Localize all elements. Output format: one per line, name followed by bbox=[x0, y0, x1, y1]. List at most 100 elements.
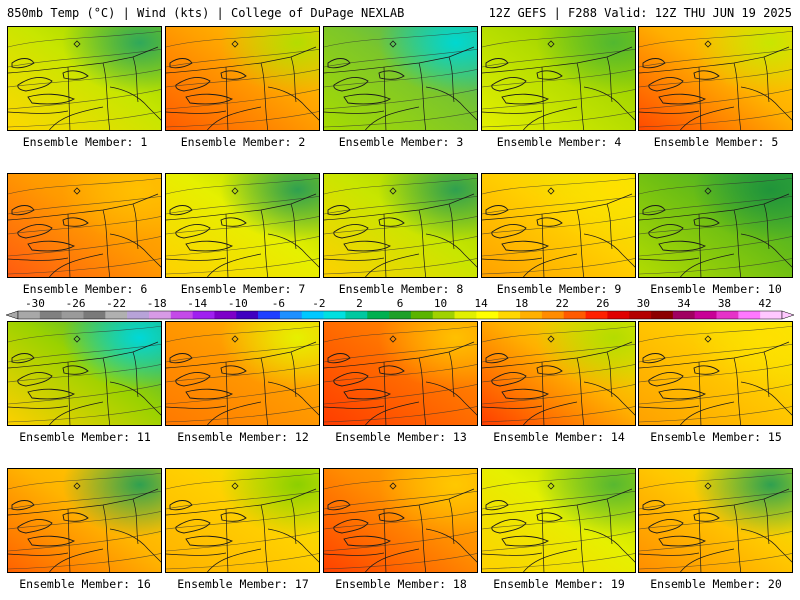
ensemble-member-label: Ensemble Member: 10 bbox=[650, 282, 782, 296]
temperature-map-4 bbox=[482, 27, 635, 130]
colorbar-swatch bbox=[323, 311, 346, 319]
temperature-map-19 bbox=[482, 469, 635, 572]
colorbar-swatch bbox=[541, 311, 565, 319]
ensemble-member-label: Ensemble Member: 2 bbox=[180, 135, 306, 149]
colorbar-tick-label: 38 bbox=[717, 297, 732, 310]
ensemble-member-label: Ensemble Member: 12 bbox=[177, 430, 309, 444]
colorbar-swatch bbox=[258, 311, 281, 319]
colorbar-tick-label: 10 bbox=[433, 297, 448, 310]
colorbar-right-arrow bbox=[781, 310, 795, 320]
colorbar-tick-label: 2 bbox=[356, 297, 363, 310]
colorbar-swatch bbox=[629, 311, 652, 319]
colorbar-swatch bbox=[279, 311, 303, 319]
colorbar-swatch bbox=[498, 311, 521, 319]
ensemble-panel-6 bbox=[7, 173, 162, 278]
ensemble-panel-19 bbox=[481, 468, 636, 573]
ensemble-member-label: Ensemble Member: 16 bbox=[19, 577, 151, 591]
colorbar-swatch bbox=[651, 311, 674, 319]
colorbar-swatch bbox=[105, 311, 128, 319]
colorbar-swatch bbox=[367, 311, 390, 319]
ensemble-panel-5 bbox=[638, 26, 793, 131]
valid-time: 12Z GEFS | F288 Valid: 12Z THU JUN 19 20… bbox=[488, 6, 792, 20]
ensemble-member-label: Ensemble Member: 15 bbox=[650, 430, 782, 444]
ensemble-panel-20 bbox=[638, 468, 793, 573]
ensemble-member-label: Ensemble Member: 19 bbox=[493, 577, 625, 591]
ensemble-panel-3 bbox=[323, 26, 478, 131]
temperature-map-16 bbox=[8, 469, 161, 572]
colorbar-tick-label: -22 bbox=[106, 297, 127, 310]
ensemble-panel-1 bbox=[7, 26, 162, 131]
temperature-map-20 bbox=[639, 469, 792, 572]
colorbar-swatch bbox=[236, 311, 259, 319]
colorbar-tick-label: 6 bbox=[396, 297, 404, 310]
temperature-map-2 bbox=[166, 27, 319, 130]
colorbar-swatch bbox=[432, 311, 455, 319]
ensemble-panel-7 bbox=[165, 173, 320, 278]
ensemble-panel-11 bbox=[7, 321, 162, 426]
ensemble-member-label: Ensemble Member: 8 bbox=[338, 282, 464, 296]
ensemble-member-label: Ensemble Member: 4 bbox=[496, 135, 622, 149]
chart-title: 850mb Temp (°C) | Wind (kts) | College o… bbox=[7, 6, 405, 20]
temperature-map-8 bbox=[324, 174, 477, 277]
colorbar-swatch bbox=[563, 311, 586, 319]
ensemble-member-label: Ensemble Member: 5 bbox=[653, 135, 779, 149]
colorbar-swatch bbox=[607, 311, 630, 319]
temperature-map-1 bbox=[8, 27, 161, 130]
colorbar-swatch bbox=[672, 311, 695, 319]
colorbar-swatch bbox=[214, 311, 237, 319]
colorbar-swatch bbox=[39, 311, 62, 319]
ensemble-panel-16 bbox=[7, 468, 162, 573]
temperature-map-18 bbox=[324, 469, 477, 572]
colorbar-tick-label: 42 bbox=[758, 297, 772, 310]
colorbar-tick-label: -26 bbox=[65, 297, 86, 310]
temperature-map-3 bbox=[324, 27, 477, 130]
colorbar-tick-label: 30 bbox=[636, 297, 650, 310]
ensemble-member-label: Ensemble Member: 11 bbox=[19, 430, 151, 444]
temperature-colorbar bbox=[5, 310, 795, 320]
colorbar-swatch bbox=[410, 311, 434, 319]
colorbar-swatch bbox=[520, 311, 543, 319]
colorbar-swatch bbox=[192, 311, 215, 319]
ensemble-member-label: Ensemble Member: 3 bbox=[338, 135, 464, 149]
temperature-map-6 bbox=[8, 174, 161, 277]
colorbar-swatch bbox=[61, 311, 84, 319]
ensemble-member-label: Ensemble Member: 6 bbox=[22, 282, 148, 296]
ensemble-member-label: Ensemble Member: 7 bbox=[180, 282, 306, 296]
colorbar-swatch bbox=[476, 311, 499, 319]
ensemble-panel-17 bbox=[165, 468, 320, 573]
colorbar-tick-label: -6 bbox=[271, 297, 285, 310]
colorbar-swatch bbox=[716, 311, 739, 319]
ensemble-panel-8 bbox=[323, 173, 478, 278]
temperature-map-10 bbox=[639, 174, 792, 277]
temperature-map-5 bbox=[639, 27, 792, 130]
ensemble-member-label: Ensemble Member: 13 bbox=[335, 430, 467, 444]
temperature-map-13 bbox=[324, 322, 477, 425]
ensemble-member-label: Ensemble Member: 1 bbox=[22, 135, 148, 149]
colorbar-swatch bbox=[345, 311, 368, 319]
ensemble-panel-2 bbox=[165, 26, 320, 131]
ensemble-panel-10 bbox=[638, 173, 793, 278]
colorbar-swatch bbox=[18, 311, 41, 319]
temperature-map-17 bbox=[166, 469, 319, 572]
colorbar-swatch bbox=[83, 311, 106, 319]
ensemble-panel-4 bbox=[481, 26, 636, 131]
temperature-map-9 bbox=[482, 174, 635, 277]
temperature-map-11 bbox=[8, 322, 161, 425]
ensemble-member-label: Ensemble Member: 9 bbox=[496, 282, 622, 296]
colorbar-tick-label: 18 bbox=[515, 297, 529, 310]
ensemble-member-label: Ensemble Member: 18 bbox=[335, 577, 467, 591]
ensemble-panel-18 bbox=[323, 468, 478, 573]
ensemble-panel-13 bbox=[323, 321, 478, 426]
colorbar-tick-label: -14 bbox=[187, 297, 208, 310]
colorbar-left-arrow bbox=[5, 310, 19, 320]
colorbar-swatch bbox=[585, 311, 608, 319]
temperature-map-15 bbox=[639, 322, 792, 425]
colorbar-tick-label: -10 bbox=[227, 297, 248, 310]
temperature-map-7 bbox=[166, 174, 319, 277]
colorbar-swatch bbox=[738, 311, 761, 319]
colorbar-swatch bbox=[760, 311, 783, 319]
colorbar-swatch bbox=[170, 311, 193, 319]
colorbar-tick-label: 14 bbox=[474, 297, 488, 310]
colorbar-tick-label: -30 bbox=[25, 297, 45, 310]
ensemble-panel-12 bbox=[165, 321, 320, 426]
